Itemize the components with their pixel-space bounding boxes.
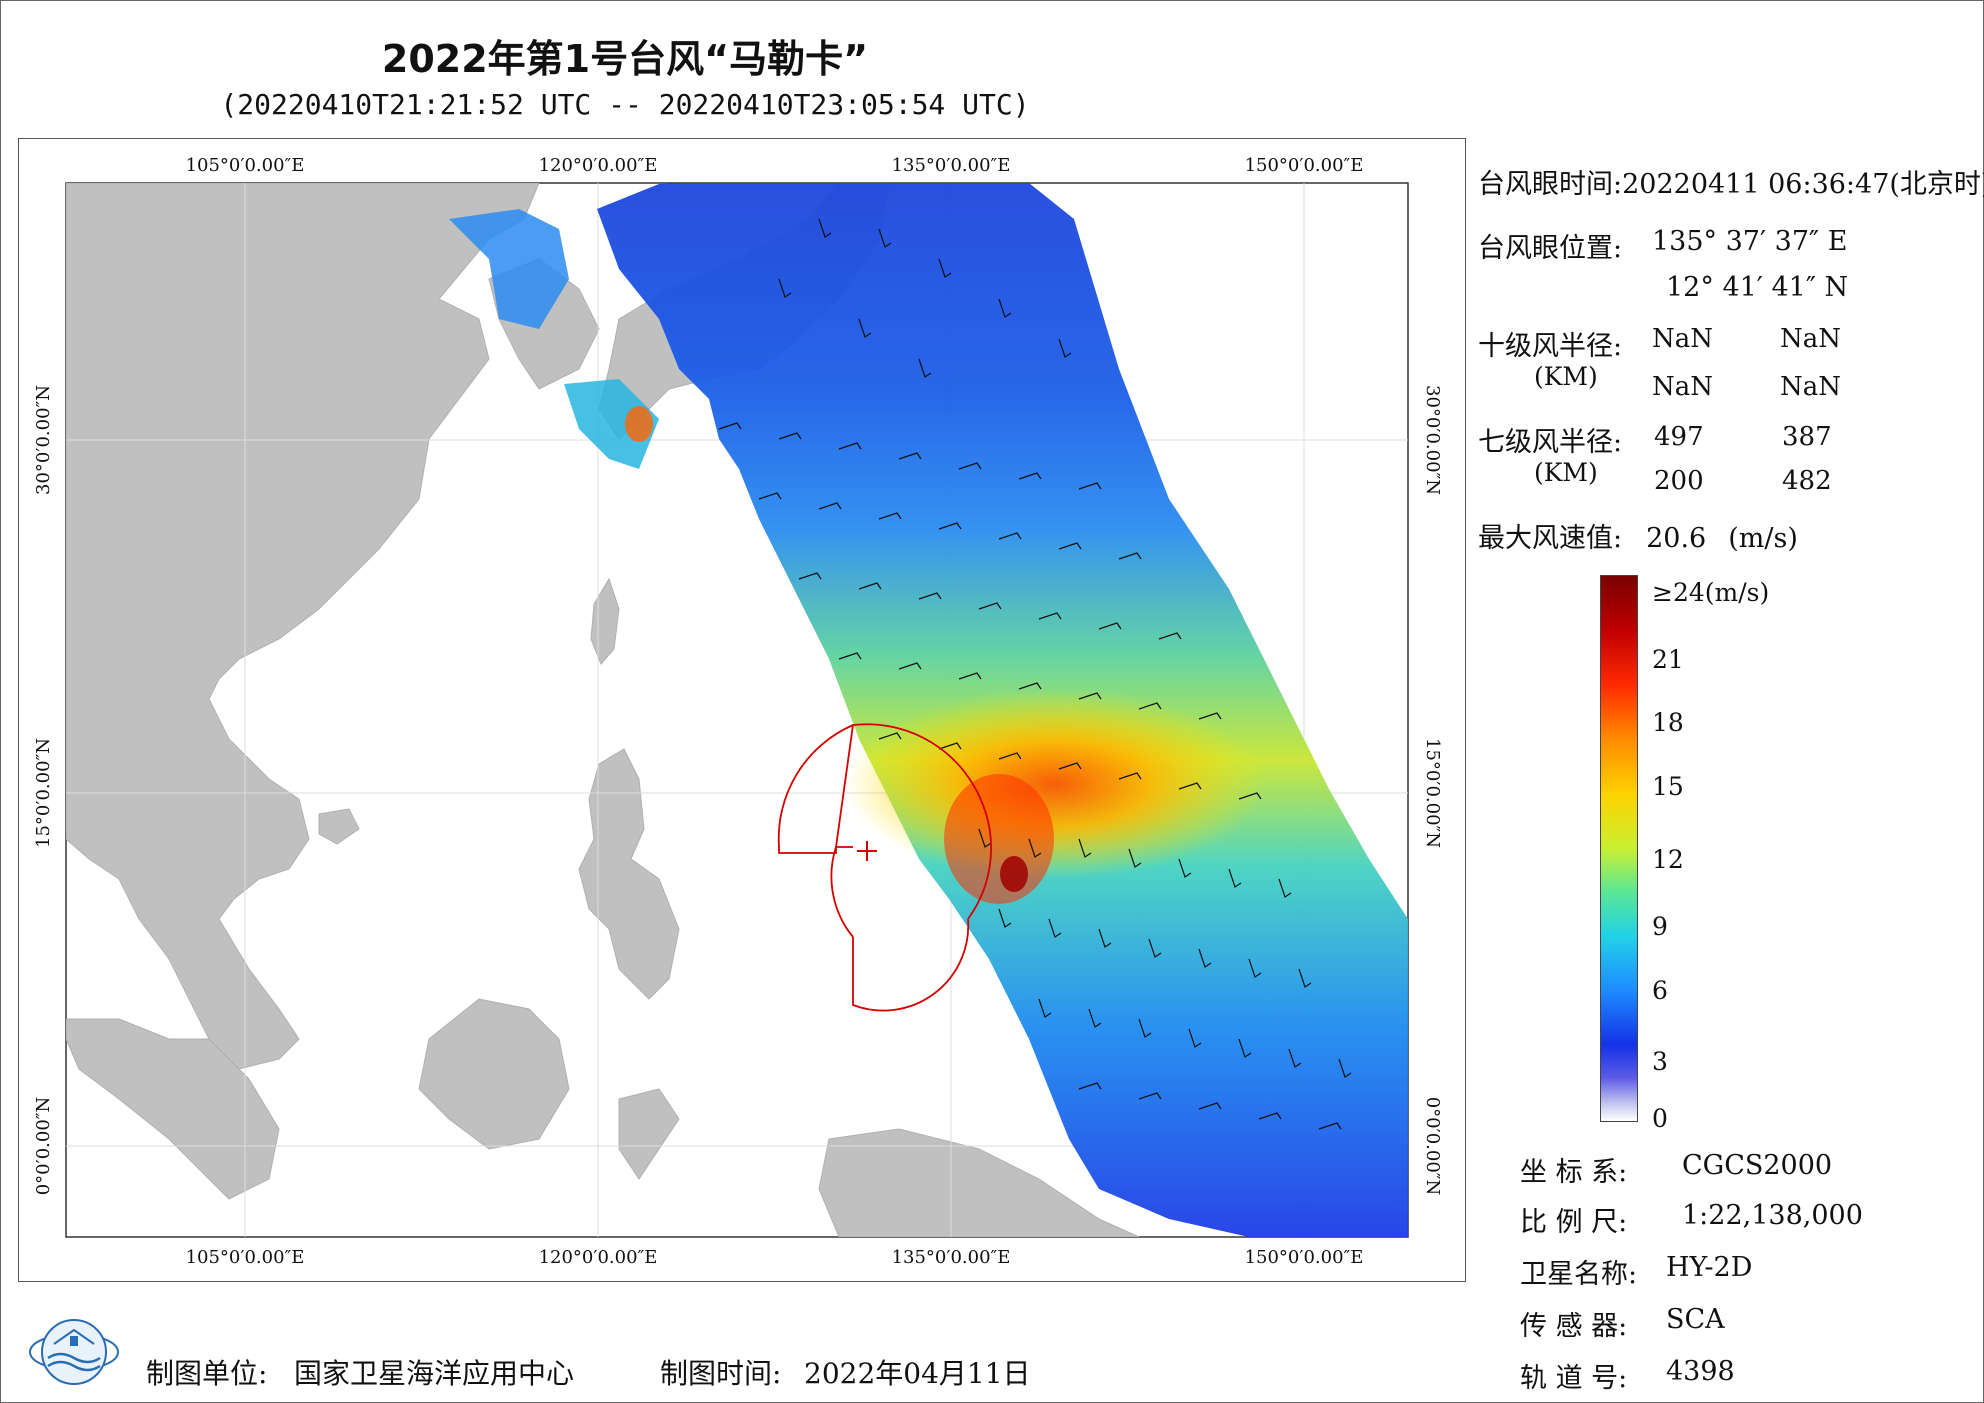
eye-lon: 135° 37′ 37″ E — [1652, 226, 1848, 257]
date-value: 2022年04月11日 — [804, 1357, 1031, 1390]
lat-label-left-3: 0°0′0.00″N — [33, 1097, 54, 1196]
eye-lat: 12° 41′ 41″ N — [1666, 272, 1849, 303]
eye-time-row: 台风眼时间:20220411 06:36:47(北京时) — [1478, 162, 1984, 201]
eye-pos-label: 台风眼位置: — [1478, 233, 1623, 264]
r10-value-4: NaN — [1780, 372, 1842, 402]
colorbar-tick-9: 9 — [1652, 912, 1668, 941]
typhoon-eye-marker — [857, 841, 877, 861]
lon-label-top-3: 135°0′0.00″E — [892, 155, 1011, 176]
map-frame: 105°0′0.00″E 120°0′0.00″E 135°0′0.00″E 1… — [18, 138, 1466, 1282]
producer-label: 制图单位: — [146, 1357, 268, 1390]
satellite-value: HY-2D — [1666, 1252, 1753, 1283]
max-wind-unit: (m/s) — [1728, 523, 1798, 554]
crs-value: CGCS2000 — [1682, 1150, 1833, 1181]
scale-label: 比 例 尺: — [1520, 1207, 1628, 1238]
lon-label-bottom-2: 120°0′0.00″E — [539, 1247, 658, 1268]
scale-value: 1:22,138,000 — [1682, 1200, 1863, 1231]
max-wind-label: 最大风速值: — [1478, 523, 1623, 554]
crs-label: 坐 标 系: — [1520, 1157, 1628, 1188]
r10-unit: (KM) — [1534, 362, 1598, 391]
colorbar-tick-15: 15 — [1652, 772, 1684, 801]
lat-label-right-1: 30°0′0.00″N — [1422, 385, 1443, 495]
wind-swath — [449, 183, 1408, 1237]
colorbar-tick-3: 3 — [1652, 1047, 1668, 1076]
r7-value-1: 497 — [1654, 422, 1704, 452]
lat-label-left-1: 30°0′0.00″N — [33, 385, 54, 495]
lon-label-top-1: 105°0′0.00″E — [186, 155, 305, 176]
lat-label-left-2: 15°0′0.00″N — [33, 738, 54, 848]
colorbar-tick-21: 21 — [1652, 645, 1684, 674]
colorbar-tick-24: ≥24(m/s) — [1652, 578, 1770, 607]
lat-label-right-3: 0°0′0.00″N — [1422, 1097, 1443, 1196]
nsoas-logo-icon — [29, 1319, 119, 1385]
typhoon-wind-radius — [777, 723, 992, 1012]
land-borneo — [418, 998, 570, 1150]
land-malay — [66, 1018, 280, 1200]
land-hainan — [318, 808, 360, 845]
r7-value-4: 482 — [1782, 466, 1832, 496]
sensor-value: SCA — [1666, 1304, 1725, 1335]
lon-label-bottom-3: 135°0′0.00″E — [892, 1247, 1011, 1268]
max-wind-row: 最大风速值: 20.6 (m/s) — [1478, 516, 1798, 555]
land-asia-mainland — [66, 183, 540, 1070]
lon-label-top-2: 120°0′0.00″E — [539, 155, 658, 176]
sensor-label: 传 感 器: — [1520, 1311, 1628, 1342]
eye-time-label: 台风眼时间: — [1478, 169, 1623, 200]
map-canvas: 105°0′0.00″E 120°0′0.00″E 135°0′0.00″E 1… — [33, 155, 1443, 1268]
lat-label-right-2: 15°0′0.00″N — [1422, 738, 1443, 848]
wind-speed-colorbar — [1600, 575, 1638, 1122]
colorbar-tick-0: 0 — [1652, 1104, 1668, 1133]
colorbar-tick-12: 12 — [1652, 845, 1684, 874]
eye-pos-row: 台风眼位置: — [1478, 226, 1622, 265]
lon-labels-top: 105°0′0.00″E 120°0′0.00″E 135°0′0.00″E 1… — [186, 155, 1364, 176]
date-label: 制图时间: — [660, 1357, 782, 1390]
lon-labels-bottom: 105°0′0.00″E 120°0′0.00″E 135°0′0.00″E 1… — [186, 1247, 1364, 1268]
r10-value-3: NaN — [1652, 372, 1714, 402]
lat-labels-right: 30°0′0.00″N 15°0′0.00″N 0°0′0.00″N — [1422, 385, 1443, 1195]
satellite-label: 卫星名称: — [1520, 1259, 1638, 1290]
r7-value-3: 200 — [1654, 466, 1704, 496]
r7-label: 七级风半径: — [1478, 427, 1623, 458]
producer-value: 国家卫星海洋应用中心 — [294, 1357, 575, 1390]
plot-area — [65, 182, 1409, 1238]
land-philippines — [578, 748, 680, 1000]
r10-value-2: NaN — [1780, 324, 1842, 354]
eye-time-value: 20220411 06:36:47(北京时) — [1622, 169, 1984, 200]
map-subtitle: (20220410T21:21:52 UTC -- 20220410T23:05… — [220, 88, 1030, 121]
wind-barbs — [718, 218, 1352, 1130]
orbit-label: 轨 道 号: — [1520, 1363, 1628, 1394]
land-newguinea — [818, 1128, 1140, 1237]
lat-labels-left: 30°0′0.00″N 15°0′0.00″N 0°0′0.00″N — [33, 385, 54, 1195]
map-title: 2022年第1号台风“马勒卡” — [381, 37, 869, 81]
r7-unit: (KM) — [1534, 458, 1598, 487]
lon-label-bottom-1: 105°0′0.00″E — [186, 1247, 305, 1268]
max-wind-value: 20.6 — [1646, 523, 1707, 554]
r7-value-2: 387 — [1782, 422, 1832, 452]
colorbar-tick-6: 6 — [1652, 976, 1668, 1005]
lon-label-bottom-4: 150°0′0.00″E — [1245, 1247, 1364, 1268]
lon-label-top-4: 150°0′0.00″E — [1245, 155, 1364, 176]
colorbar-tick-18: 18 — [1652, 708, 1684, 737]
r10-value-1: NaN — [1652, 324, 1714, 354]
land-sulawesi — [618, 1088, 680, 1180]
r10-label: 十级风半径: — [1478, 331, 1623, 362]
orbit-value: 4398 — [1666, 1356, 1735, 1387]
